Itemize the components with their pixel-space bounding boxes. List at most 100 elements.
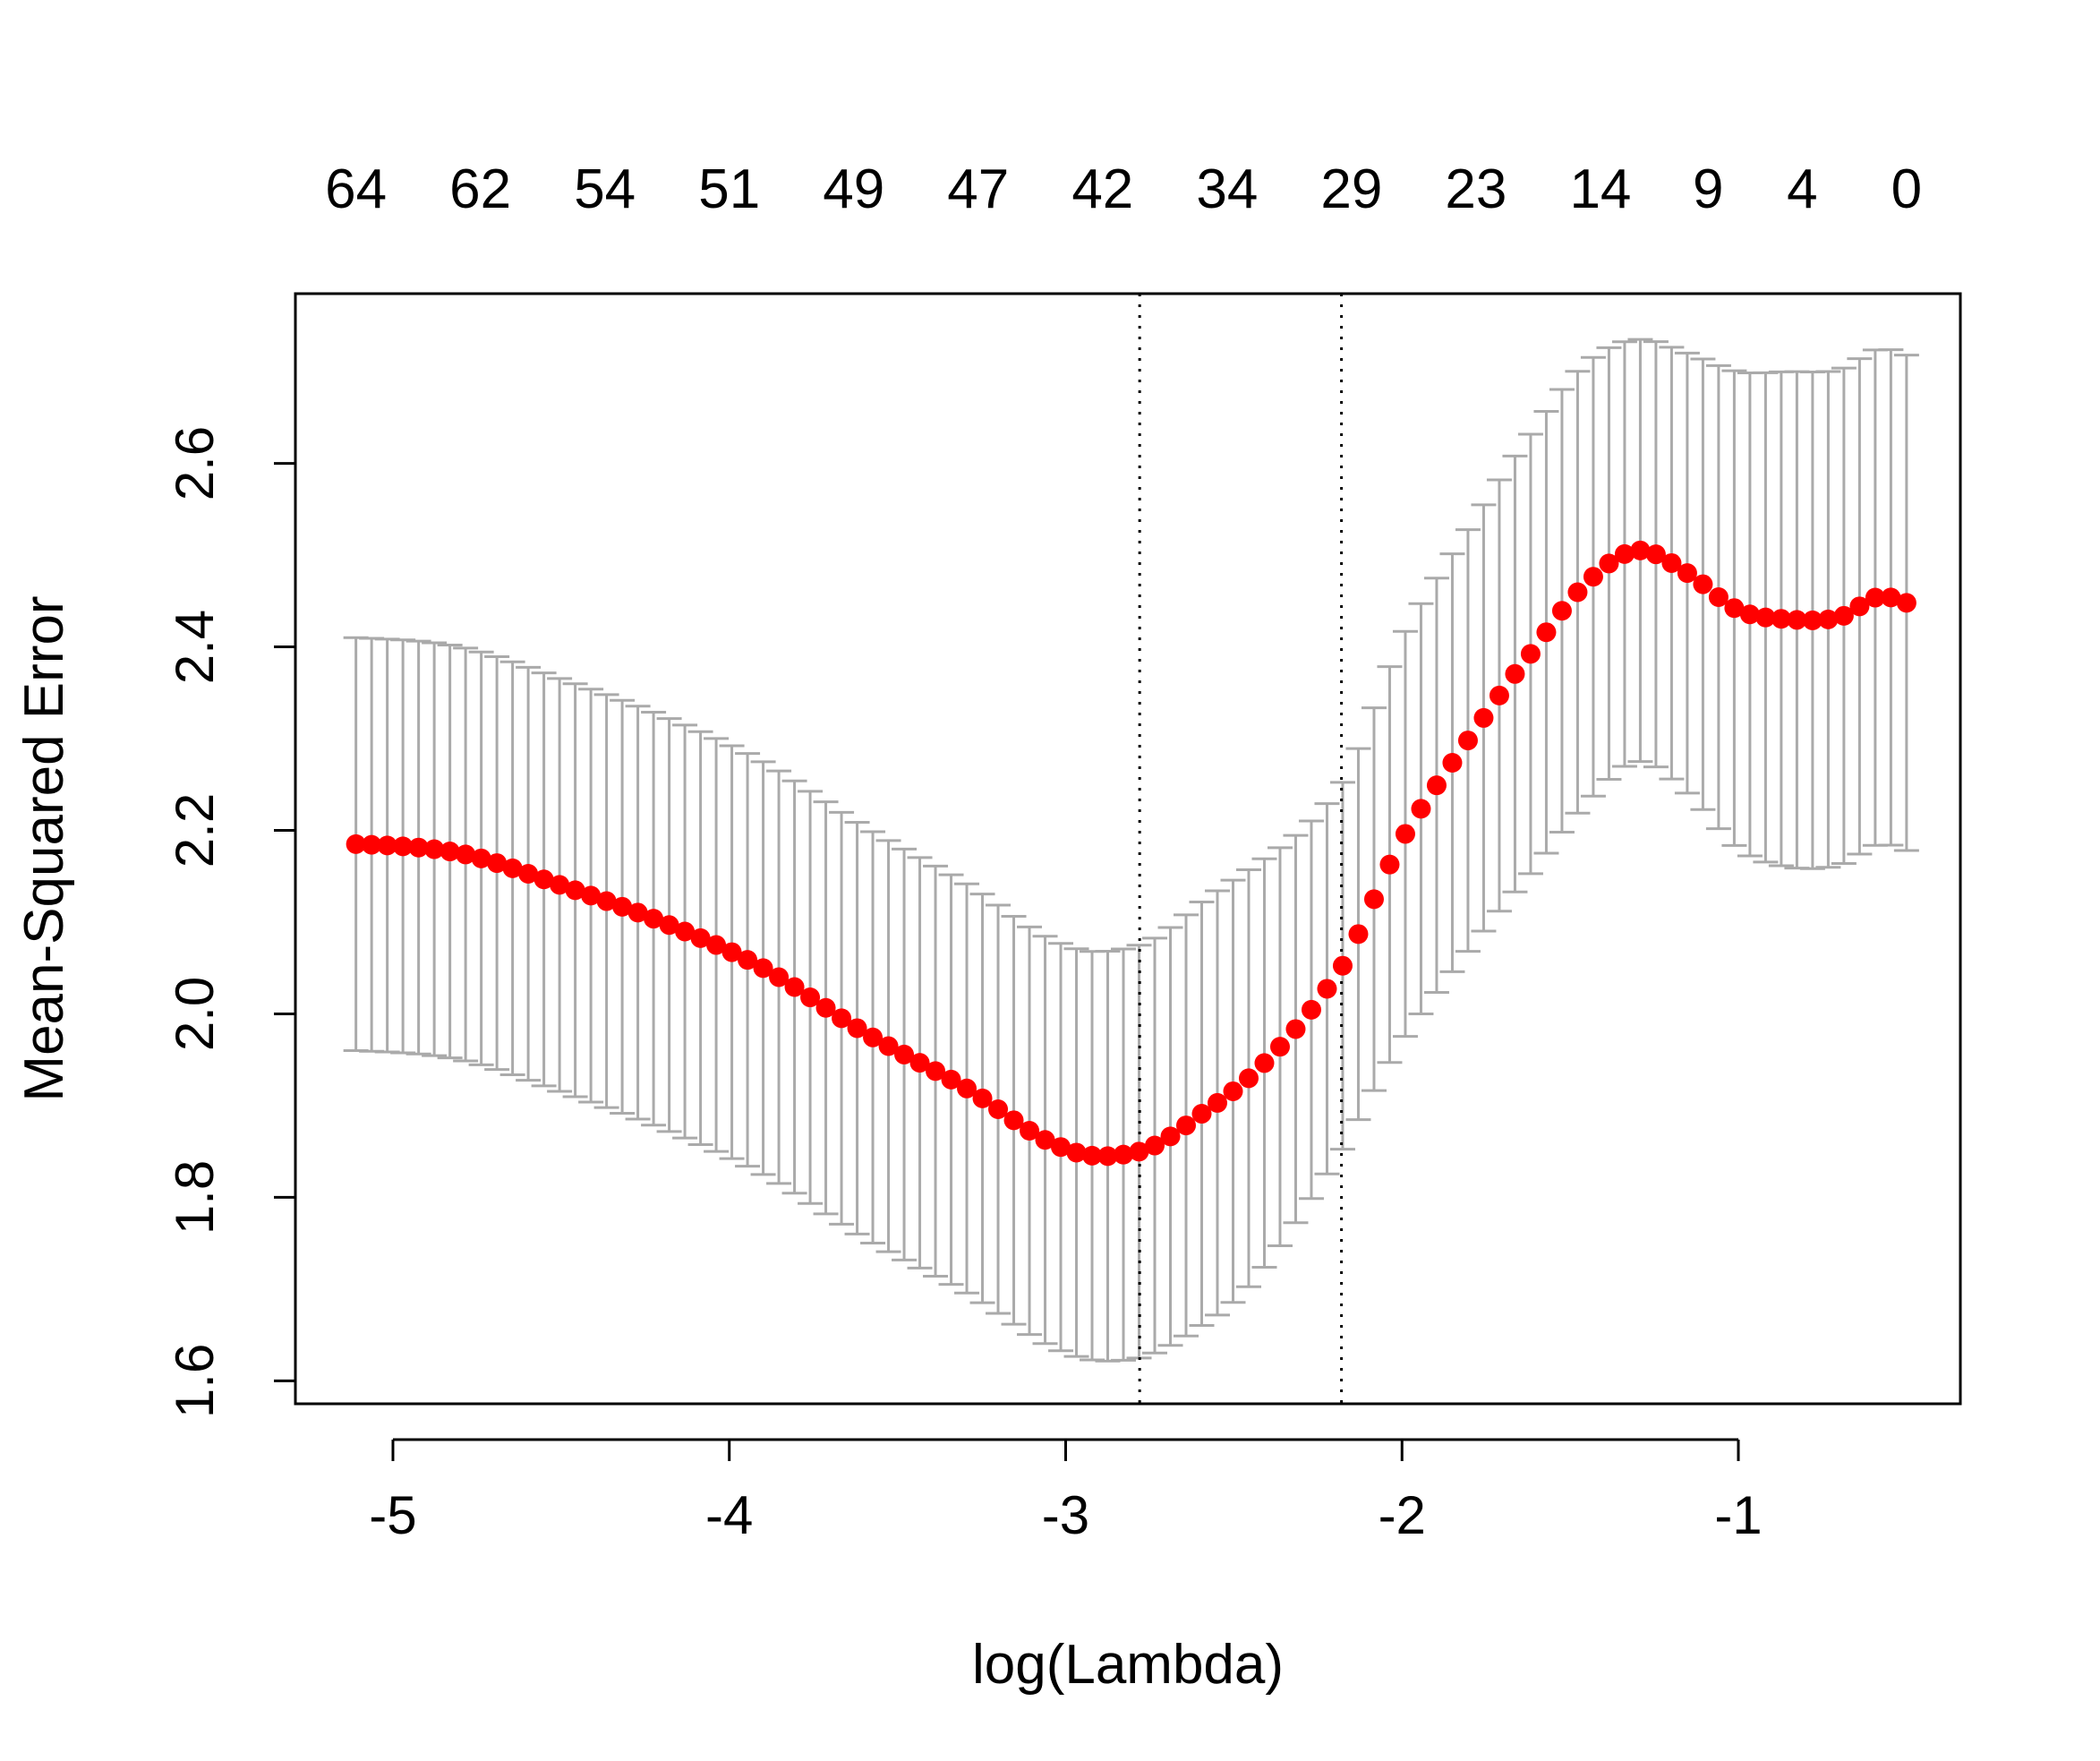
top-count-label: 47 <box>947 158 1009 220</box>
mse-point <box>471 848 491 868</box>
mse-point <box>1630 540 1651 560</box>
mse-point <box>1833 605 1854 626</box>
mse-point <box>1661 552 1682 573</box>
mse-point <box>1348 924 1369 945</box>
mse-point <box>502 858 523 878</box>
y-tick-label: 1.8 <box>165 1160 225 1235</box>
mse-point <box>1505 663 1525 684</box>
x-tick-label: -1 <box>1714 1485 1762 1545</box>
mse-point <box>1003 1110 1024 1131</box>
mse-point <box>487 853 508 874</box>
top-count-label: 0 <box>1891 158 1922 220</box>
mse-point <box>1614 543 1635 564</box>
mse-point <box>1411 799 1431 819</box>
mse-point <box>675 921 696 942</box>
mse-point <box>424 839 445 859</box>
top-count-label: 14 <box>1569 158 1631 220</box>
mse-point <box>1693 574 1713 594</box>
mse-point <box>1301 999 1321 1020</box>
mse-point <box>784 977 805 997</box>
mse-point <box>832 1008 852 1029</box>
mse-point <box>1755 607 1776 628</box>
mse-point <box>1097 1146 1118 1167</box>
mse-point <box>1269 1037 1290 1057</box>
mse-point <box>1020 1121 1040 1141</box>
y-tick-label: 1.6 <box>165 1344 225 1418</box>
mse-point <box>1082 1145 1103 1166</box>
x-tick-label: -4 <box>705 1485 753 1545</box>
top-count-label: 9 <box>1693 158 1723 220</box>
mse-point <box>1191 1104 1212 1124</box>
mse-point <box>972 1088 993 1108</box>
y-tick-label: 2.0 <box>165 977 225 1051</box>
mse-point <box>878 1036 899 1056</box>
mse-point <box>1818 609 1839 629</box>
mse-point <box>706 935 727 955</box>
mse-point <box>440 842 460 862</box>
x-tick-label: -5 <box>369 1485 416 1545</box>
mse-point <box>377 835 397 856</box>
y-tick-label: 2.6 <box>165 426 225 500</box>
mse-point <box>1457 731 1478 751</box>
mse-point <box>1051 1137 1071 1158</box>
mse-point <box>1865 587 1885 608</box>
mse-point <box>769 967 790 987</box>
mse-point <box>1599 553 1619 574</box>
mse-point <box>1035 1130 1055 1150</box>
mse-point <box>690 928 711 948</box>
x-tick-label: -2 <box>1379 1485 1426 1545</box>
mse-point <box>1223 1081 1243 1101</box>
y-tick-label: 2.2 <box>165 793 225 868</box>
top-count-label: 62 <box>449 158 511 220</box>
reference-lines <box>1138 294 1344 1404</box>
mse-point <box>957 1078 977 1098</box>
mse-point <box>1473 707 1494 728</box>
mse-point <box>909 1053 930 1073</box>
mse-point <box>926 1061 946 1081</box>
mse-point <box>659 915 679 936</box>
mse-point <box>988 1099 1009 1120</box>
y-axis: 1.6 1.8 2.0 2.2 2.4 2.6 <box>165 426 295 1418</box>
y-axis-title: Mean-Squared Error <box>13 595 75 1101</box>
mse-point <box>1567 582 1588 603</box>
mse-point <box>1129 1141 1149 1162</box>
top-count-label: 4 <box>1787 158 1817 220</box>
mse-point <box>346 833 366 854</box>
mse-point <box>362 834 382 855</box>
mse-point <box>408 837 429 858</box>
mse-point <box>894 1044 915 1064</box>
mse-point <box>1551 601 1572 621</box>
mse-point <box>518 864 539 885</box>
top-count-label: 42 <box>1071 158 1133 220</box>
x-tick-label: -3 <box>1042 1485 1089 1545</box>
mse-point <box>565 880 585 901</box>
top-count-label: 54 <box>574 158 636 220</box>
mse-point <box>1724 598 1745 619</box>
mse-point <box>1677 563 1697 584</box>
mse-point <box>581 885 602 906</box>
x-axis: -5 -4 -3 -2 -1 <box>369 1438 1763 1545</box>
mse-point <box>721 942 742 962</box>
mse-point <box>941 1069 961 1090</box>
mse-point <box>1489 685 1509 705</box>
top-count-label: 51 <box>698 158 760 220</box>
top-count-label: 64 <box>325 158 387 220</box>
error-bars <box>343 338 1919 1363</box>
mse-point <box>1739 604 1760 625</box>
mse-points <box>346 540 1916 1167</box>
mse-point <box>1442 752 1463 773</box>
mse-point <box>612 896 633 917</box>
mse-point <box>815 997 836 1018</box>
mse-point <box>738 950 758 970</box>
mse-point <box>1849 596 1870 617</box>
mse-point <box>1395 824 1415 844</box>
mse-point <box>1145 1135 1165 1156</box>
mse-point <box>1238 1068 1259 1089</box>
x-axis-title: log(Lambda) <box>972 1634 1284 1696</box>
mse-point <box>1536 622 1557 643</box>
mse-point <box>1708 586 1729 607</box>
mse-point <box>1379 854 1400 875</box>
mse-point <box>753 958 773 979</box>
mse-point <box>1175 1116 1196 1136</box>
